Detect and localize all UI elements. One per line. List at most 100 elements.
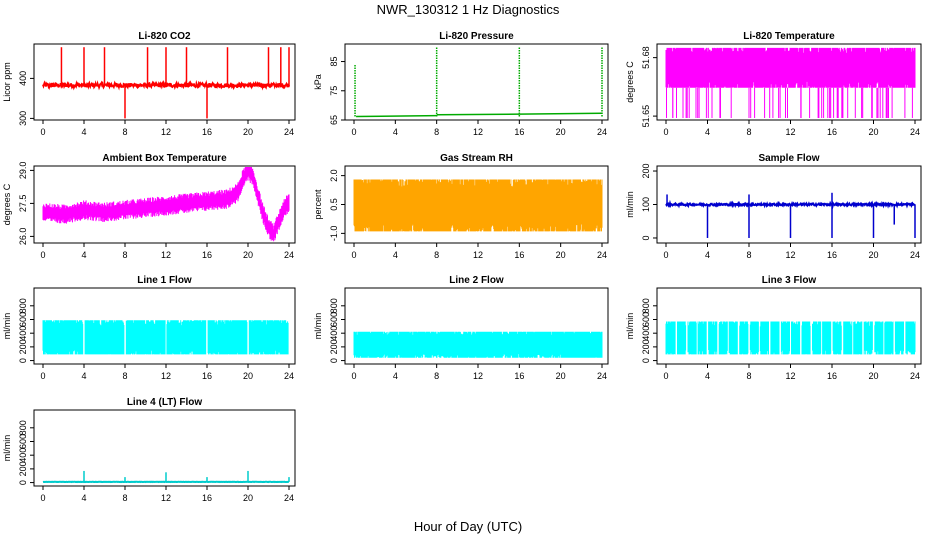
y-tick-label: 200 [641, 339, 651, 354]
x-tick-label: 12 [785, 127, 795, 137]
x-tick-label: 0 [40, 371, 45, 381]
panel-title: Line 2 Flow [449, 275, 504, 286]
x-tick-label: 8 [434, 127, 439, 137]
x-tick-label: 16 [202, 493, 212, 503]
x-tick-label: 16 [827, 127, 837, 137]
x-tick-label: 4 [705, 371, 710, 381]
series [42, 320, 289, 355]
y-tick-label: 29.0 [18, 162, 28, 180]
x-tick-label: 8 [122, 371, 127, 381]
data-trace [42, 167, 290, 242]
panel-3: Li-820 Temperature degrees C 0 4 8 12 16 20 24 51… [625, 31, 922, 137]
data-dips [666, 87, 913, 118]
plot-frame [344, 287, 609, 365]
y-tick-label: 200 [329, 339, 339, 354]
y-tick-label: 85 [329, 57, 339, 67]
x-tick-label: 8 [122, 127, 127, 137]
x-tick-label: 24 [284, 250, 294, 260]
y-tick-label: 600 [329, 312, 339, 327]
series [42, 470, 290, 484]
y-axis-label: degrees C [2, 183, 12, 225]
y-tick-label: 100 [641, 197, 651, 212]
series [665, 47, 916, 118]
y-tick-label: 26.0 [18, 228, 28, 246]
panel-2: Li-820 Pressure kPa 0 4 8 12 16 20 24 65 75 85 [313, 31, 609, 137]
x-tick-label: 16 [827, 250, 837, 260]
x-tick-label: 12 [473, 250, 483, 260]
x-tick-label: 12 [473, 371, 483, 381]
x-tick-label: 4 [705, 250, 710, 260]
y-tick-label: 51.65 [641, 105, 651, 128]
x-tick-label: 8 [434, 250, 439, 260]
x-tick-label: 0 [40, 493, 45, 503]
panel-10: Line 4 (LT) Flow ml/min 0 4 8 12 16 20 24 0 200400… [2, 397, 296, 503]
y-tick-label: 400 [329, 326, 339, 341]
panel-title: Line 4 (LT) Flow [127, 397, 203, 408]
x-tick-label: 20 [243, 493, 253, 503]
data-band [665, 321, 916, 355]
data-segment [436, 113, 520, 116]
y-tick-label: 200 [18, 339, 28, 354]
y-tick-label: 0 [641, 235, 651, 240]
plot-frame [656, 43, 922, 121]
panel-4: Ambient Box Temperature degrees C 0 4 8 12 16 2… [2, 153, 296, 260]
x-tick-label: 8 [746, 250, 751, 260]
x-tick-label: 0 [351, 127, 356, 137]
y-tick-label: 0 [329, 358, 339, 363]
x-tick-label: 4 [81, 127, 86, 137]
x-tick-label: 16 [202, 127, 212, 137]
figure-title: NWR_130312 1 Hz Diagnostics [377, 2, 560, 17]
y-tick-label: -1.0 [329, 226, 339, 242]
x-tick-label: 24 [284, 371, 294, 381]
panel-9: Line 3 Flow ml/min 0 4 8 12 16 20 24 0 20040060080… [625, 275, 922, 381]
y-tick-label: 800 [18, 420, 28, 435]
y-axis-label: ml/min [625, 313, 635, 340]
y-tick-label: 400 [18, 448, 28, 463]
plot-frame [656, 287, 922, 365]
y-tick-label: 75 [329, 86, 339, 96]
x-tick-label: 24 [910, 250, 920, 260]
x-tick-label: 12 [785, 371, 795, 381]
x-tick-label: 12 [161, 127, 171, 137]
panel-title: Line 3 Flow [762, 275, 817, 286]
x-tick-label: 16 [514, 127, 524, 137]
x-tick-label: 24 [284, 127, 294, 137]
y-tick-label: 200 [18, 461, 28, 476]
y-tick-label: 27.5 [18, 195, 28, 213]
series [665, 192, 916, 238]
x-tick-label: 4 [393, 371, 398, 381]
x-tick-label: 4 [81, 493, 86, 503]
y-axis-label: Licor ppm [2, 62, 12, 102]
plot-frame [33, 43, 296, 121]
x-tick-label: 4 [81, 371, 86, 381]
panel-6: Sample Flow ml/min 0 4 8 12 16 20 24 0 100 200 [625, 153, 922, 260]
x-tick-label: 8 [122, 493, 127, 503]
series [354, 46, 603, 118]
x-tick-label: 24 [597, 250, 607, 260]
x-tick-label: 8 [746, 127, 751, 137]
plot-frame [33, 287, 296, 365]
x-tick-label: 8 [746, 371, 751, 381]
x-tick-label: 20 [868, 127, 878, 137]
y-axis-label: ml/min [313, 313, 323, 340]
x-tick-label: 16 [827, 371, 837, 381]
panel-title: Li-820 CO2 [138, 31, 191, 42]
panel-1: Li-820 CO2 Licor ppm 0 4 8 12 16 20 24 300 400 [2, 31, 296, 137]
y-axis-label: percent [313, 189, 323, 220]
x-tick-label: 4 [393, 127, 398, 137]
x-tick-label: 0 [663, 250, 668, 260]
plot-frame [33, 165, 296, 244]
panel-title: Sample Flow [758, 153, 819, 164]
series [42, 47, 290, 119]
x-tick-label: 0 [351, 250, 356, 260]
data-segment [356, 114, 437, 118]
x-tick-label: 20 [243, 371, 253, 381]
y-tick-label: 600 [641, 312, 651, 327]
series [353, 331, 603, 358]
plot-frame [33, 409, 296, 487]
panel-title: Ambient Box Temperature [102, 153, 227, 164]
x-tick-label: 20 [243, 127, 253, 137]
y-tick-label: 0 [18, 358, 28, 363]
x-tick-label: 0 [40, 250, 45, 260]
